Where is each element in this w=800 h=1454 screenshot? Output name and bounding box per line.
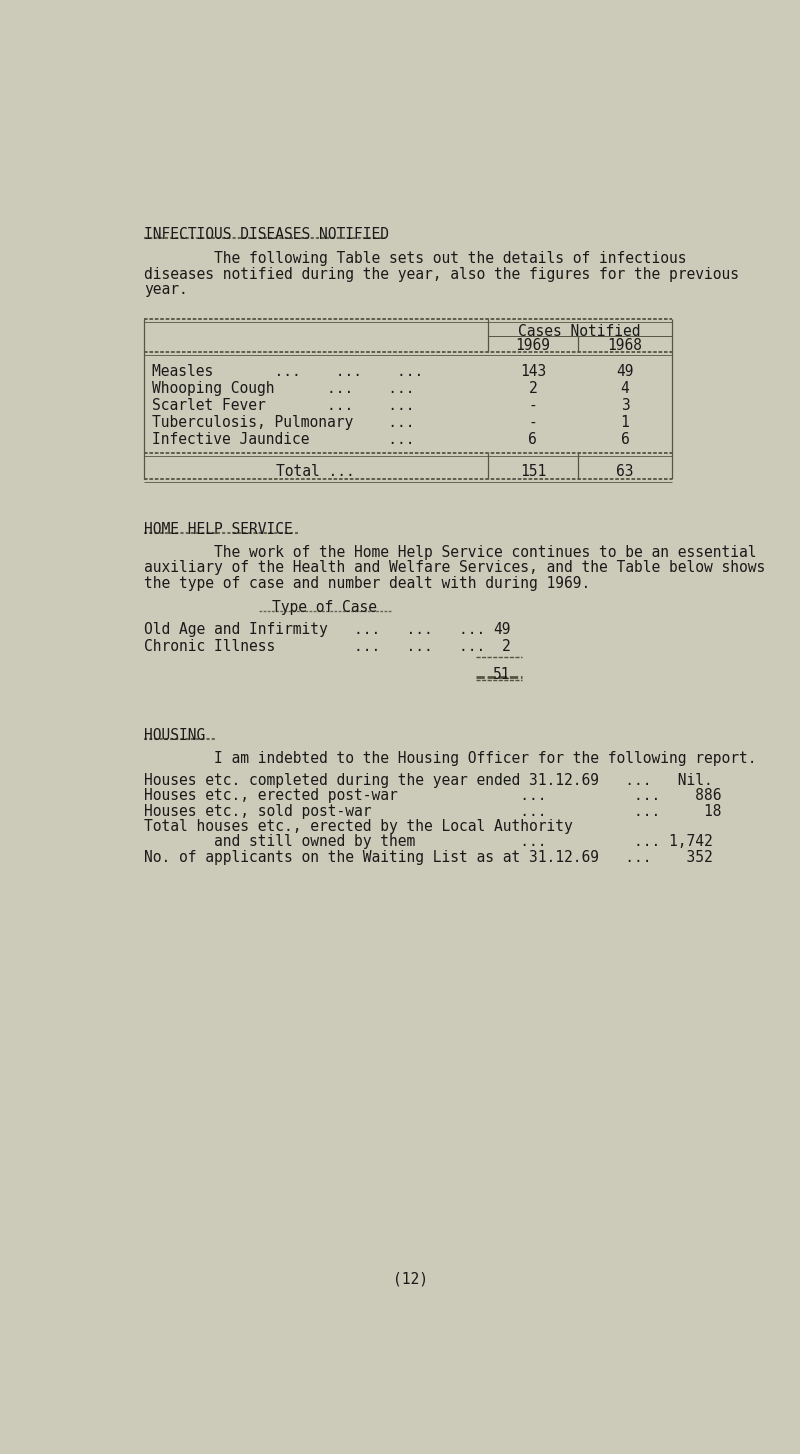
Text: the type of case and number dealt with during 1969.: the type of case and number dealt with d… [144, 576, 590, 590]
Text: 49: 49 [616, 364, 634, 379]
Text: Scarlet Fever       ...    ...: Scarlet Fever ... ... [152, 398, 414, 413]
Text: Whooping Cough      ...    ...: Whooping Cough ... ... [152, 381, 414, 395]
Text: 2: 2 [502, 638, 510, 654]
Text: Houses etc., erected post-war              ...          ...    886: Houses etc., erected post-war ... ... 88… [144, 788, 722, 803]
Text: The following Table sets out the details of infectious: The following Table sets out the details… [144, 252, 686, 266]
Text: 2: 2 [529, 381, 538, 395]
Text: 1968: 1968 [607, 339, 642, 353]
Text: (12): (12) [393, 1272, 427, 1287]
Text: -: - [529, 414, 538, 430]
Text: 143: 143 [520, 364, 546, 379]
Text: auxiliary of the Health and Welfare Services, and the Table below shows: auxiliary of the Health and Welfare Serv… [144, 560, 766, 576]
Text: Cases Notified: Cases Notified [518, 324, 641, 339]
Text: Measles       ...    ...    ...: Measles ... ... ... [152, 364, 423, 379]
Text: 6: 6 [621, 432, 630, 446]
Text: -: - [529, 398, 538, 413]
Text: INFECTIOUS DISEASES NOTIFIED: INFECTIOUS DISEASES NOTIFIED [144, 227, 389, 241]
Text: HOUSING: HOUSING [144, 728, 206, 743]
Text: 4: 4 [621, 381, 630, 395]
Text: 6: 6 [529, 432, 538, 446]
Text: 1: 1 [621, 414, 630, 430]
Text: 151: 151 [520, 464, 546, 478]
Text: 63: 63 [616, 464, 634, 478]
Text: 3: 3 [621, 398, 630, 413]
Text: year.: year. [144, 282, 188, 297]
Text: No. of applicants on the Waiting List as at 31.12.69   ...    352: No. of applicants on the Waiting List as… [144, 849, 713, 865]
Text: Chronic Illness         ...   ...   ...: Chronic Illness ... ... ... [144, 638, 486, 654]
Text: I am indebted to the Housing Officer for the following report.: I am indebted to the Housing Officer for… [144, 752, 757, 766]
Text: Old Age and Infirmity   ...   ...   ...: Old Age and Infirmity ... ... ... [144, 622, 486, 637]
Text: Total houses etc., erected by the Local Authority: Total houses etc., erected by the Local … [144, 819, 573, 835]
Text: The work of the Home Help Service continues to be an essential: The work of the Home Help Service contin… [144, 545, 757, 560]
Text: Infective Jaundice         ...: Infective Jaundice ... [152, 432, 414, 446]
Text: Type of Case: Type of Case [272, 601, 378, 615]
Text: Houses etc. completed during the year ended 31.12.69   ...   Nil.: Houses etc. completed during the year en… [144, 772, 713, 788]
Text: HOME HELP SERVICE: HOME HELP SERVICE [144, 522, 293, 537]
Text: Houses etc., sold post-war                 ...          ...     18: Houses etc., sold post-war ... ... 18 [144, 804, 722, 819]
Text: diseases notified during the year, also the figures for the previous: diseases notified during the year, also … [144, 268, 739, 282]
Text: Total ...: Total ... [277, 464, 355, 478]
Text: and still owned by them            ...          ... 1,742: and still owned by them ... ... 1,742 [144, 835, 713, 849]
Text: 51: 51 [494, 666, 510, 682]
Text: Tuberculosis, Pulmonary    ...: Tuberculosis, Pulmonary ... [152, 414, 414, 430]
Text: 49: 49 [494, 622, 510, 637]
Text: 1969: 1969 [515, 339, 550, 353]
